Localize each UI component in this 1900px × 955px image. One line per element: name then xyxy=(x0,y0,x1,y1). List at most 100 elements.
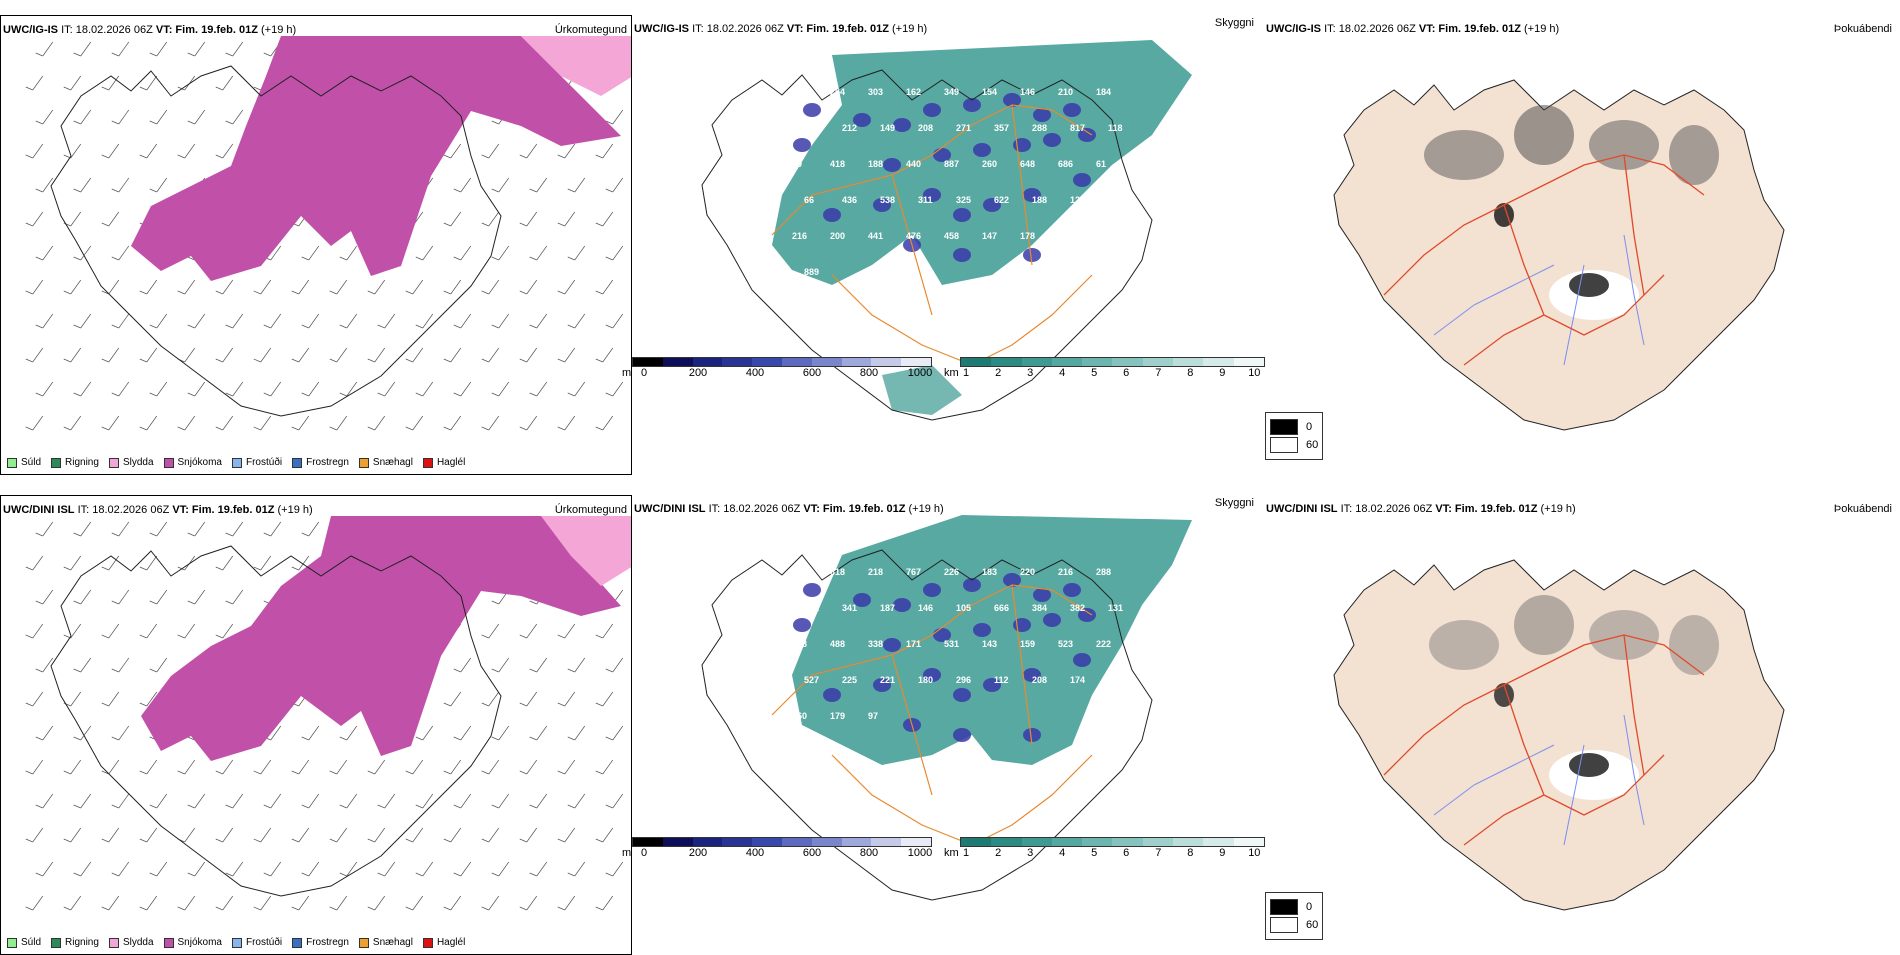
ceiling-label: 349 xyxy=(944,87,959,97)
low-ceiling-cell xyxy=(1003,93,1021,107)
ceiling-colorbar-2: m 0 200 400 600 800 1000 xyxy=(622,837,933,861)
run-info: IT: 18.02.2026 06Z xyxy=(61,24,153,36)
wind-barb xyxy=(215,623,234,639)
panel-title: Skyggni xyxy=(1214,497,1254,509)
wind-barb xyxy=(529,313,548,329)
wind-barb xyxy=(111,381,130,397)
wind-barb xyxy=(35,245,54,261)
snow-area xyxy=(141,516,621,761)
wind-barb xyxy=(263,381,282,397)
legend-label: Rigning xyxy=(65,937,99,948)
ceiling-label: 146 xyxy=(1020,87,1035,97)
iceland-coast xyxy=(701,69,1153,421)
legend-item: Rigning xyxy=(51,937,99,948)
low-ceiling-cell xyxy=(1003,573,1021,587)
colorbar-tick: 7 xyxy=(1155,847,1162,859)
wind-barb xyxy=(111,725,130,741)
fog-legend-swatch xyxy=(1270,437,1298,453)
wind-barb xyxy=(253,827,272,843)
low-ceiling-cell xyxy=(1073,173,1091,187)
iceland-coast xyxy=(50,65,502,417)
wind-barb xyxy=(443,143,462,159)
low-ceiling-cell xyxy=(973,623,991,637)
wind-barb xyxy=(595,415,614,431)
wind-barb xyxy=(567,657,586,673)
legend-label: Snæhagl xyxy=(372,937,413,948)
legend-swatch xyxy=(231,457,242,468)
colorbar-tick: 800 xyxy=(859,367,879,379)
low-ceiling-cell xyxy=(1033,588,1051,602)
wind-barb xyxy=(225,109,244,125)
wind-barb xyxy=(529,657,548,673)
wind-barb xyxy=(301,793,320,809)
wind-barb xyxy=(225,793,244,809)
wind-barb xyxy=(225,589,244,605)
wind-barb xyxy=(63,623,82,639)
low-ceiling-cell xyxy=(1073,653,1091,667)
low-ceiling-cell xyxy=(1023,728,1041,742)
wind-barb xyxy=(101,623,120,639)
wind-barb xyxy=(177,279,196,295)
ceiling-label: 288 xyxy=(1096,567,1111,577)
lead-time: (+19 h) xyxy=(1524,23,1560,35)
low-ceiling-cell xyxy=(983,198,1001,212)
ceiling-label: 887 xyxy=(944,159,959,169)
wind-barb xyxy=(73,725,92,741)
wind-barb xyxy=(415,725,434,741)
legend-label: Haglél xyxy=(436,937,466,948)
wind-barb xyxy=(101,415,120,431)
legend-label: Snjókoma xyxy=(177,937,222,948)
colorbar-tick: 6 xyxy=(1123,847,1130,859)
wind-barb xyxy=(139,623,158,639)
wind-barb xyxy=(605,109,624,125)
wind-barb xyxy=(111,589,130,605)
wind-barb xyxy=(291,759,310,775)
fog-map xyxy=(1333,559,1785,911)
wind-barb xyxy=(187,381,206,397)
legend-label: Slydda xyxy=(122,937,154,948)
wind-barb xyxy=(73,521,92,537)
wind-barb xyxy=(377,793,396,809)
wind-barb xyxy=(529,245,548,261)
colorbar-tick: 1000 xyxy=(907,367,933,379)
fog-shading xyxy=(1429,595,1719,800)
wind-barb xyxy=(557,895,576,911)
legend-swatch xyxy=(292,457,303,468)
wind-barb xyxy=(529,861,548,877)
lead-time: (+19 h) xyxy=(1540,503,1576,515)
ceiling-label: 143 xyxy=(982,639,997,649)
legend-item: Slydda xyxy=(108,457,154,468)
fog-legend-item: 0 xyxy=(1270,419,1318,435)
wind-barb xyxy=(215,827,234,843)
low-ceiling-cell xyxy=(823,688,841,702)
wind-barb xyxy=(101,279,120,295)
ceiling-label: 325 xyxy=(956,195,971,205)
ceiling-panel-1: UWC/IG-IS IT: 18.02.2026 06Z VT: Fim. 19… xyxy=(632,15,1264,475)
wind-barb xyxy=(567,793,586,809)
panel-header: UWC/IG-IS IT: 18.02.2026 06Z VT: Fim. 19… xyxy=(634,23,927,35)
colorbar-tick: 1000 xyxy=(907,847,933,859)
wind-barb xyxy=(491,313,510,329)
wind-barb xyxy=(215,415,234,431)
wind-barb xyxy=(329,279,348,295)
panel-header: UWC/DINI ISL IT: 18.02.2026 06Z VT: Fim.… xyxy=(3,504,313,516)
wind-barb xyxy=(63,75,82,91)
wind-barb xyxy=(557,143,576,159)
fog-legend-item: 60 xyxy=(1270,917,1318,933)
wind-barb xyxy=(35,109,54,125)
wind-barb xyxy=(101,211,120,227)
low-ceiling-cell xyxy=(803,583,821,597)
wind-barb xyxy=(215,75,234,91)
legend-item: Haglél xyxy=(422,457,465,468)
wind-barb xyxy=(187,313,206,329)
wind-barb xyxy=(111,793,130,809)
ceiling-label: 382 xyxy=(1070,603,1085,613)
ceiling-label: 817 xyxy=(1070,123,1085,133)
ceiling-label: 162 xyxy=(906,87,921,97)
wind-barb xyxy=(63,347,82,363)
wind-barb xyxy=(595,623,614,639)
legend-item: Frostregn xyxy=(292,457,349,468)
colorbar-tick: 800 xyxy=(859,847,879,859)
wind-barb xyxy=(63,759,82,775)
wind-barb xyxy=(73,657,92,673)
